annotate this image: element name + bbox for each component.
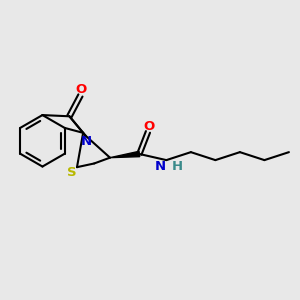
Text: N: N — [80, 135, 92, 148]
Text: H: H — [171, 160, 182, 173]
Polygon shape — [110, 151, 140, 158]
Text: S: S — [67, 166, 76, 178]
Text: O: O — [75, 83, 87, 96]
Text: N: N — [155, 160, 166, 173]
Text: O: O — [143, 120, 154, 133]
